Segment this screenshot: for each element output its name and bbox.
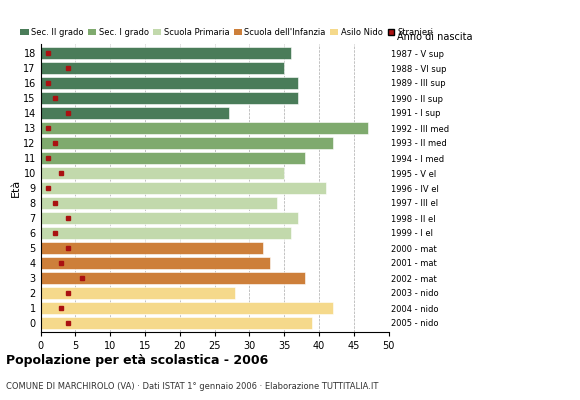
Bar (41, 77, 298, 89)
Bar (41, 152, 305, 164)
Bar (41, 107, 229, 119)
Bar (41, 182, 326, 194)
Bar (41, 257, 270, 269)
Text: Anno di nascita: Anno di nascita (397, 32, 473, 42)
Bar (41, 137, 333, 149)
Bar (41, 212, 298, 224)
Bar (41, 92, 298, 104)
Bar (41, 62, 284, 74)
Bar (41, 122, 368, 134)
Y-axis label: Età: Età (10, 179, 20, 197)
Legend: Sec. II grado, Sec. I grado, Scuola Primaria, Scuola dell'Infanzia, Asilo Nido, : Sec. II grado, Sec. I grado, Scuola Prim… (20, 28, 434, 37)
Bar (41, 287, 235, 299)
Bar (41, 197, 277, 209)
Bar (41, 302, 333, 314)
Bar (41, 242, 263, 254)
Bar (41, 167, 284, 179)
Text: Popolazione per età scolastica - 2006: Popolazione per età scolastica - 2006 (6, 354, 268, 367)
Bar (41, 227, 291, 239)
Bar (41, 47, 291, 59)
Bar (41, 272, 305, 284)
Text: COMUNE DI MARCHIROLO (VA) · Dati ISTAT 1° gennaio 2006 · Elaborazione TUTTITALIA: COMUNE DI MARCHIROLO (VA) · Dati ISTAT 1… (6, 382, 378, 391)
Bar (41, 317, 312, 329)
